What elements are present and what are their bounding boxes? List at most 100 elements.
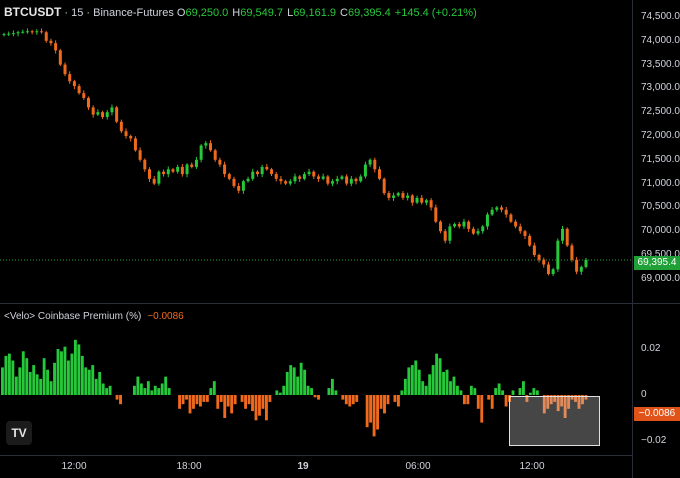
candle xyxy=(448,223,452,244)
candle xyxy=(471,226,475,236)
time-tick-label: 06:00 xyxy=(405,461,431,472)
candle xyxy=(152,175,156,186)
candle xyxy=(312,170,316,180)
premium-bar xyxy=(70,353,74,395)
candle xyxy=(255,170,259,177)
candle xyxy=(392,192,396,202)
candle xyxy=(49,38,53,46)
candle xyxy=(148,167,151,182)
premium-bar xyxy=(98,372,102,395)
premium-bar xyxy=(449,381,452,395)
candle xyxy=(185,163,189,178)
premium-bar xyxy=(275,390,279,395)
indicator-value-tag: −0.0086 xyxy=(634,407,680,421)
premium-bar xyxy=(376,395,379,430)
premium-bar xyxy=(63,346,67,395)
candle xyxy=(453,222,457,228)
premium-bar xyxy=(278,392,282,395)
candle xyxy=(302,171,306,181)
premium-bar xyxy=(258,395,261,416)
candle xyxy=(462,218,466,230)
premium-bar xyxy=(101,383,105,395)
open-label: O xyxy=(176,7,186,19)
candle xyxy=(537,253,541,263)
price-tick-label: 70,500.0 xyxy=(641,201,680,213)
pane-separator[interactable] xyxy=(0,303,680,304)
premium-bar xyxy=(563,395,567,418)
low-value: 69,161.9 xyxy=(293,7,337,19)
premium-bar xyxy=(577,395,581,409)
premium-bar xyxy=(341,395,345,400)
candle xyxy=(377,166,381,181)
candle xyxy=(72,79,76,90)
premium-bar xyxy=(56,349,60,395)
premium-bar xyxy=(223,395,227,418)
symbol-legend: BTCUSDT · 15 · Binance-Futures O69,250.0… xyxy=(4,5,481,19)
candle xyxy=(307,168,311,177)
premium-bar xyxy=(421,381,425,395)
premium-bar xyxy=(511,390,515,395)
premium-bar xyxy=(438,358,442,395)
candle xyxy=(7,31,11,37)
symbol-name[interactable]: BTCUSDT xyxy=(4,5,62,19)
candle xyxy=(382,177,386,196)
premium-bar xyxy=(535,390,539,395)
candle xyxy=(237,183,241,194)
candle xyxy=(180,164,184,177)
premium-bar xyxy=(21,351,25,395)
time-tick-label: 19 xyxy=(297,461,309,472)
premium-bar xyxy=(424,385,428,395)
premium-bar xyxy=(462,395,466,405)
candle xyxy=(171,167,175,174)
candle xyxy=(349,175,353,187)
premium-bar xyxy=(334,390,338,395)
premium-bar xyxy=(132,385,136,395)
premium-bar xyxy=(403,378,407,395)
premium-bar xyxy=(18,367,22,395)
candle xyxy=(21,29,25,34)
premium-bar xyxy=(567,395,571,409)
premium-bar xyxy=(240,395,244,402)
candle xyxy=(68,71,72,84)
indicator-name[interactable]: <Velo> Coinbase Premium (%) xyxy=(4,311,142,322)
candle xyxy=(227,172,231,181)
premium-bar xyxy=(400,390,404,395)
premium-bar xyxy=(528,392,532,395)
chart-canvas[interactable] xyxy=(0,0,632,478)
premium-bar xyxy=(292,367,296,395)
price-tick-label: 70,000.0 xyxy=(641,225,680,237)
tradingview-logo[interactable]: TV xyxy=(6,421,32,445)
candle xyxy=(232,176,236,188)
candle xyxy=(457,221,461,229)
premium-bar xyxy=(160,383,164,395)
time-tick-label: 12:00 xyxy=(61,461,87,472)
candle xyxy=(335,175,339,185)
candle xyxy=(2,32,6,37)
premium-bar xyxy=(383,395,386,414)
candle xyxy=(63,62,67,77)
candle xyxy=(410,194,414,206)
premium-bar xyxy=(369,395,373,423)
premium-bar xyxy=(348,395,352,407)
premium-bar xyxy=(28,372,32,395)
premium-bar xyxy=(504,395,508,407)
premium-bar xyxy=(94,378,98,395)
premium-bar xyxy=(549,395,553,405)
candle xyxy=(35,29,39,35)
indicator-tick-label: 0 xyxy=(641,389,647,400)
candle xyxy=(363,161,367,179)
candle xyxy=(500,205,504,213)
premium-bar xyxy=(556,395,560,412)
premium-bar xyxy=(143,388,147,395)
premium-bar xyxy=(525,395,529,402)
candle xyxy=(528,233,532,247)
premium-bar xyxy=(247,395,251,405)
premium-bar xyxy=(251,395,254,412)
premium-bar xyxy=(476,395,480,409)
high-label: H xyxy=(232,7,241,19)
candle xyxy=(279,175,283,185)
premium-bar xyxy=(1,367,4,395)
candle xyxy=(204,140,208,149)
candle xyxy=(321,173,325,181)
premium-bar xyxy=(35,374,39,395)
